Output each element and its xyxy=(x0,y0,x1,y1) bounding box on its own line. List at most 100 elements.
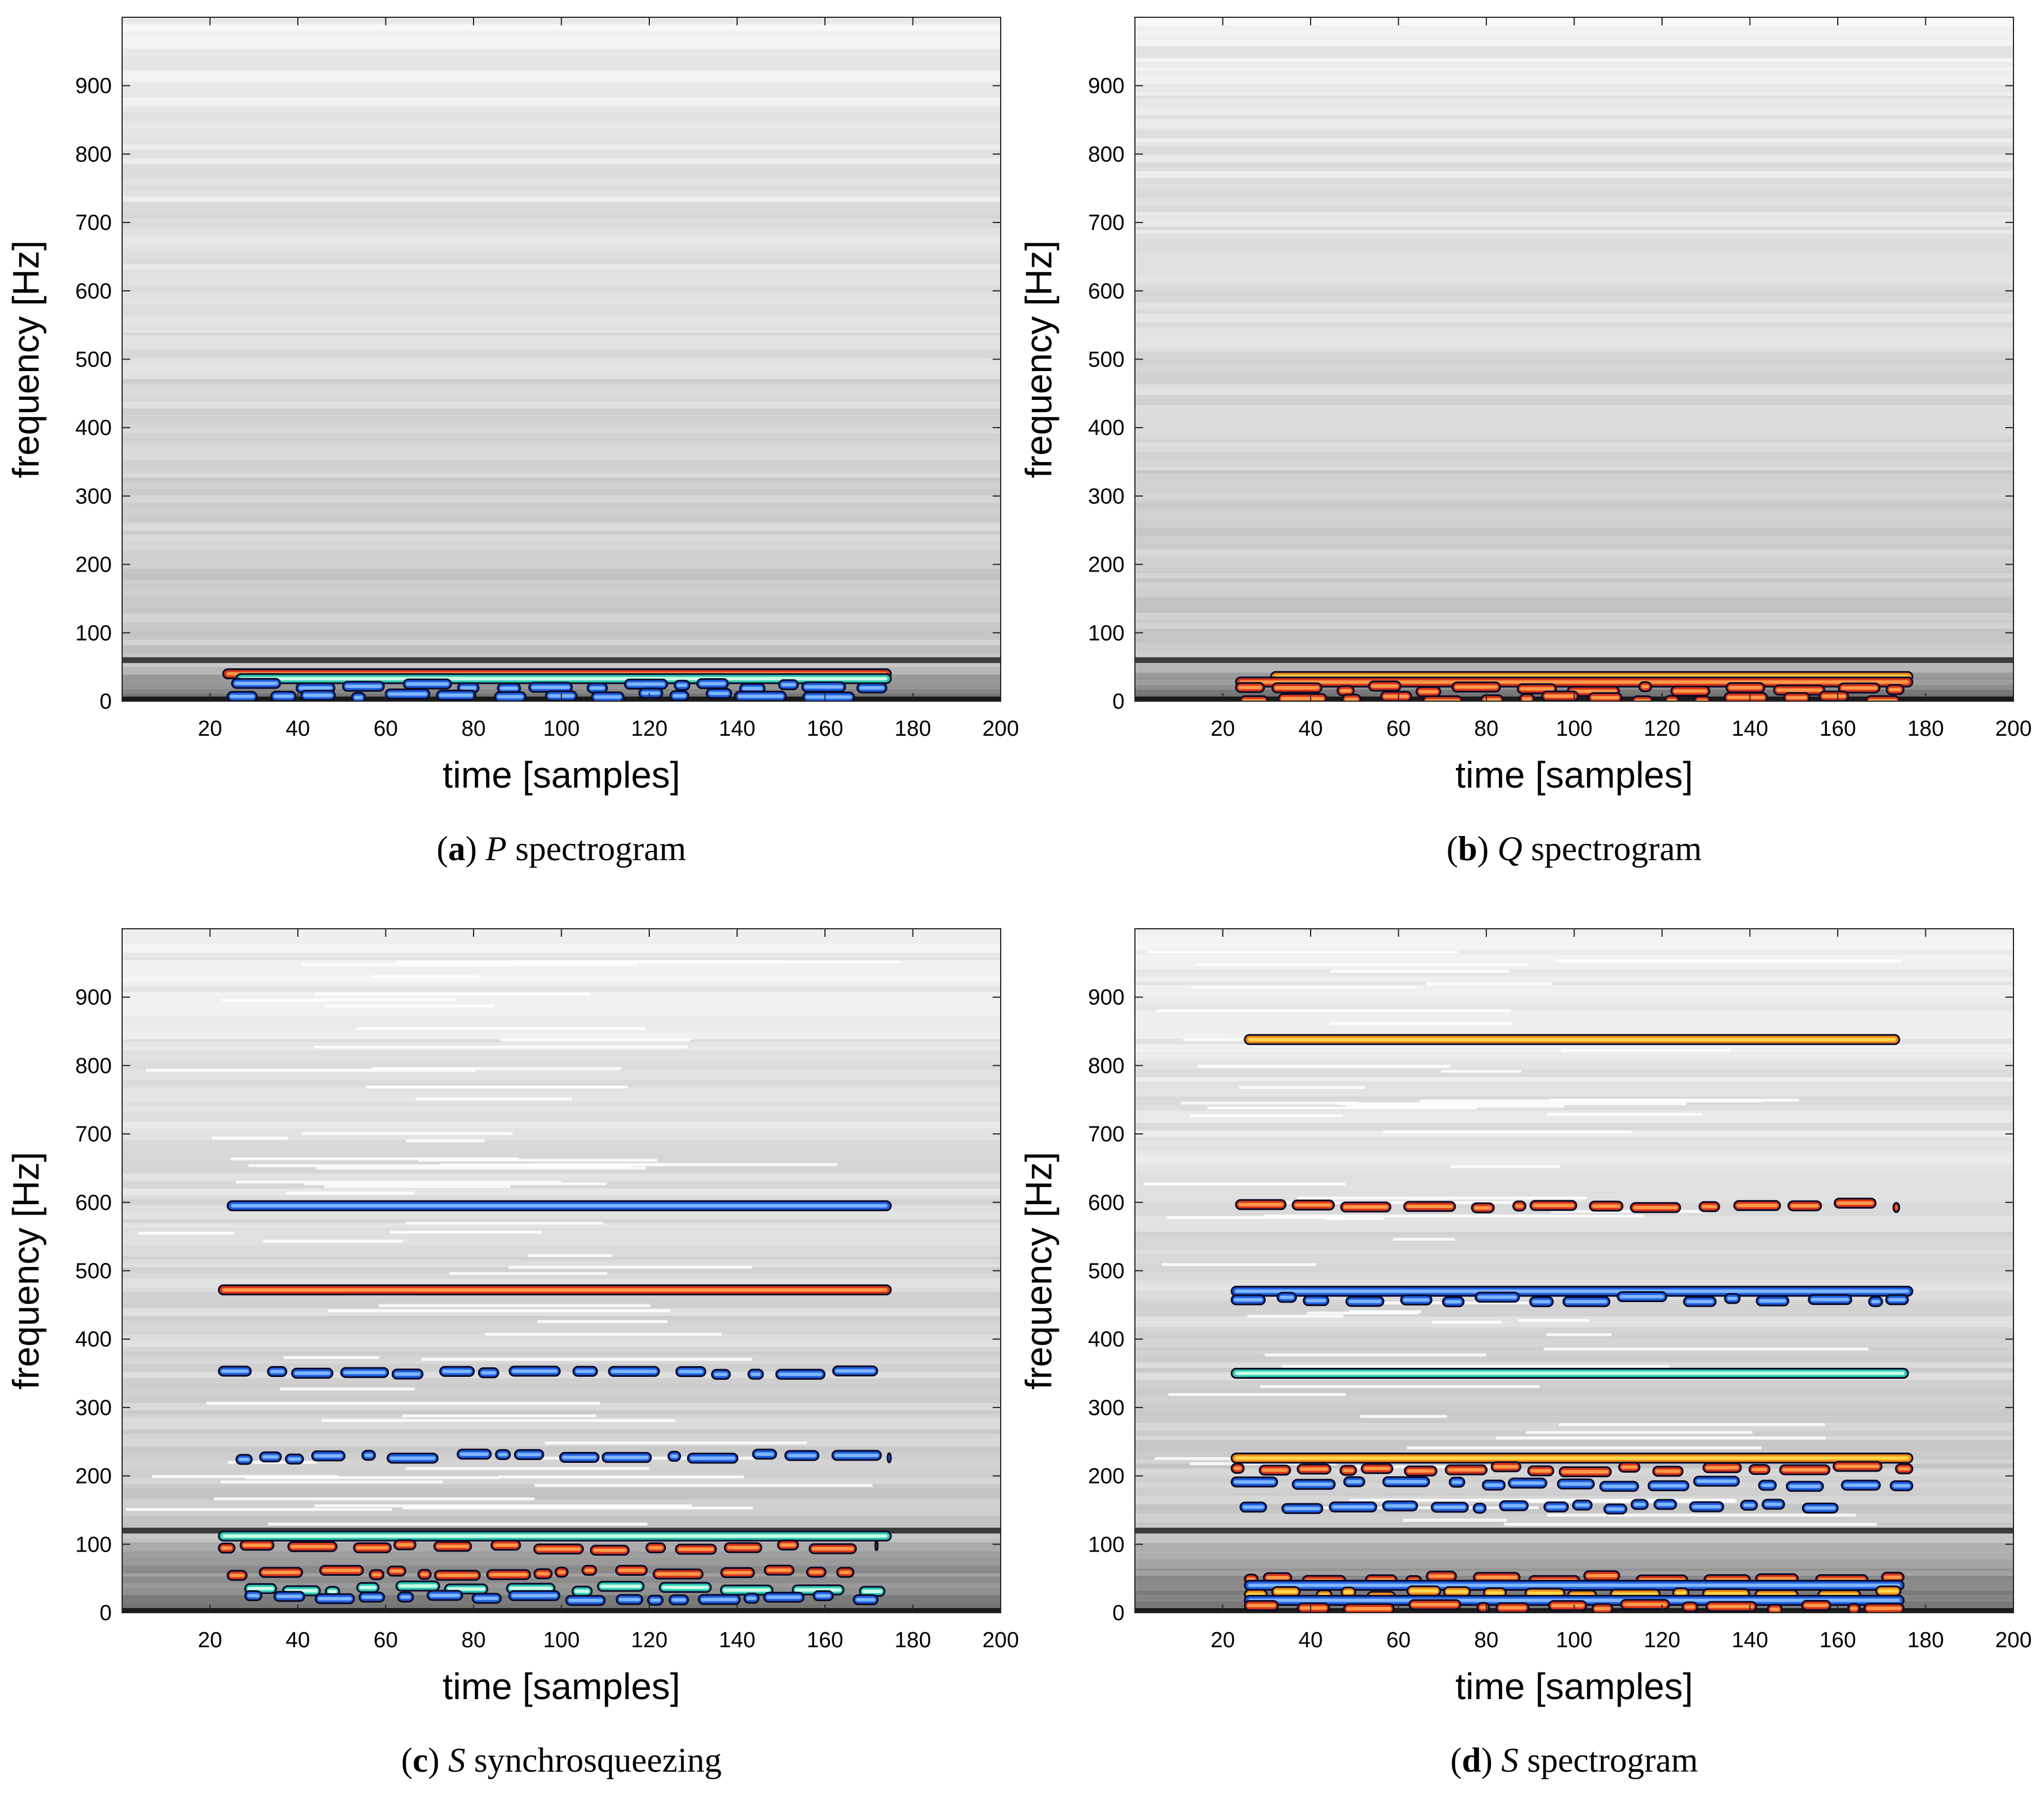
ridge-segment-core-d-13 xyxy=(1594,1607,1611,1611)
ridge-segment-core-d-3 xyxy=(1280,1295,1294,1299)
ridge-segment-core-d-1 xyxy=(1343,1205,1388,1209)
ridge-segment-core-c-6 xyxy=(372,1572,381,1576)
ridge-segment-c-3 xyxy=(887,1452,892,1463)
ridge-segment-core-c-2 xyxy=(442,1370,472,1374)
ridge-segment-core-c-2 xyxy=(835,1369,875,1373)
x-axis-label: time [samples] xyxy=(1455,754,1693,796)
caption-symbol: P xyxy=(485,830,507,868)
x-tick-label: 120 xyxy=(1644,1628,1680,1652)
ridge-core-c-4 xyxy=(222,1534,888,1538)
ridge-segment-core-a-3 xyxy=(805,695,852,699)
ridge-segment-core-d-6 xyxy=(1342,1469,1354,1473)
x-tick-label: 100 xyxy=(1556,717,1592,741)
ridge-segment-core-c-3 xyxy=(787,1454,816,1458)
ridge-segment-core-d-1 xyxy=(1736,1204,1778,1208)
ridge-segment-core-c-2 xyxy=(395,1372,421,1376)
ridge-segment-core-d-1 xyxy=(1294,1203,1332,1207)
ridge-segment-core-d-6 xyxy=(1262,1468,1288,1472)
x-tick-label: 160 xyxy=(807,1628,843,1652)
ridge-segment-core-a-3 xyxy=(641,691,660,695)
panel-a: 20 40 60 80 100 120 140 160 180 200 0 100 200 300 400 5… xyxy=(5,17,1019,868)
y-tick-label: 500 xyxy=(1088,1259,1125,1284)
ridge-segment-core-d-6 xyxy=(1562,1470,1609,1474)
ridge-core-d-5 xyxy=(1235,1456,1909,1460)
ridge-segment-core-d-7 xyxy=(1233,1480,1275,1484)
ridge-segment-core-b-3 xyxy=(1667,698,1677,701)
y-tick-label: 200 xyxy=(1088,1465,1125,1489)
ridge-segment-core-c-7 xyxy=(600,1584,642,1588)
ridge-segment-core-d-6 xyxy=(1751,1467,1767,1472)
x-tick-label: 40 xyxy=(286,717,310,741)
caption-symbol: Q xyxy=(1497,830,1522,868)
ridge-segment-core-b-3 xyxy=(1383,694,1409,698)
ridge-segment-core-c-7 xyxy=(509,1586,552,1590)
ridge-segment-core-c-6 xyxy=(322,1568,361,1572)
ridge-segment-core-d-6 xyxy=(1364,1466,1391,1470)
y-tick-label: 500 xyxy=(1088,348,1125,372)
ridge-segment-core-d-13 xyxy=(1770,1607,1780,1612)
ridge-segment-core-d-3 xyxy=(1565,1300,1607,1304)
ridge-segment-core-d-13 xyxy=(1479,1605,1487,1609)
ridge-segment-core-a-3 xyxy=(354,695,363,699)
ridge-segment-core-d-11 xyxy=(1527,1591,1562,1595)
ridge-segment-core-d-8 xyxy=(1805,1506,1835,1510)
ridge-segment-core-c-5 xyxy=(290,1545,335,1549)
y-axis-label: frequency [Hz] xyxy=(5,1152,47,1390)
ridge-segment-core-d-7 xyxy=(1294,1482,1333,1486)
ridge-segment-core-b-3 xyxy=(1345,697,1358,701)
x-tick-label: 160 xyxy=(807,717,843,741)
caption-space xyxy=(507,830,516,868)
y-tick-label: 200 xyxy=(75,1465,112,1489)
ridge-segment-core-b-2 xyxy=(1238,686,1262,690)
ridge-segment-core-d-1 xyxy=(1406,1205,1453,1209)
ridge-segment-core-c-5 xyxy=(396,1543,414,1547)
caption-text: synchrosqueezing xyxy=(474,1741,722,1779)
y-tick-label: 800 xyxy=(75,1054,112,1078)
ridge-segment-core-d-11 xyxy=(1486,1591,1504,1595)
x-tick-label: 140 xyxy=(1732,717,1768,741)
panel-b: 20 40 60 80 100 120 140 160 180 200 0 100 200 300 400 5… xyxy=(1018,17,2032,868)
ridge-segment-core-c-5 xyxy=(243,1544,271,1548)
ridge-segment-core-c-3 xyxy=(690,1456,736,1460)
ridge-segment-core-b-3 xyxy=(1822,694,1846,698)
ridge-segment-core-c-7 xyxy=(574,1589,590,1593)
ridge-segment-core-c-7 xyxy=(723,1588,770,1592)
ridge-segment-core-d-3 xyxy=(1727,1296,1738,1300)
ridge-segment-core-c-7 xyxy=(359,1586,377,1590)
ridge-segment-core-d-9 xyxy=(1266,1576,1289,1580)
y-tick-label: 500 xyxy=(75,1259,112,1284)
y-tick-label: 900 xyxy=(75,986,112,1010)
ridge-core-d-4 xyxy=(1235,1371,1905,1375)
ridge-segment-core-b-2 xyxy=(1888,687,1902,691)
ridge-segment-core-b-2 xyxy=(1455,685,1498,689)
x-axis-label: time [samples] xyxy=(442,754,680,796)
ridge-segment-core-d-3 xyxy=(1305,1299,1326,1303)
ridge-segment-core-c-6 xyxy=(584,1568,594,1572)
caption-letter: a xyxy=(448,830,465,868)
ridge-segment-core-d-8 xyxy=(1606,1507,1625,1511)
x-tick-label: 180 xyxy=(895,717,931,741)
ridge-segment-core-d-13 xyxy=(1247,1603,1276,1607)
ridge-segment-core-d-7 xyxy=(1761,1483,1774,1487)
ridge-segment-core-c-8 xyxy=(277,1594,302,1598)
ridge-segment-core-c-3 xyxy=(262,1455,279,1459)
y-tick-label: 400 xyxy=(1088,1327,1125,1352)
x-tick-label: 60 xyxy=(1386,717,1410,741)
ridge-segment-core-d-9 xyxy=(1884,1575,1902,1579)
ridge-segment-core-c-2 xyxy=(221,1369,249,1373)
ridge-segment-core-a-3 xyxy=(594,695,622,699)
x-tick-label: 180 xyxy=(1907,1628,1944,1652)
x-tick-label: 60 xyxy=(373,1628,398,1652)
ridge-segment-core-b-2 xyxy=(1841,686,1878,690)
y-tick-label: 0 xyxy=(1112,690,1125,714)
x-tick-label: 20 xyxy=(198,717,222,741)
ridge-segment-core-a-2 xyxy=(742,686,763,690)
ridge-segment-core-c-2 xyxy=(778,1372,823,1376)
y-tick-label: 800 xyxy=(1088,142,1125,167)
ridge-segment-core-d-13 xyxy=(1804,1603,1829,1607)
y-axis-label: frequency [Hz] xyxy=(5,240,47,478)
ridge-segment-core-c-8 xyxy=(430,1593,460,1597)
ridge-segment-core-d-9 xyxy=(1429,1574,1454,1578)
ridge-segment-core-d-1 xyxy=(1592,1204,1621,1208)
ridge-segment-core-d-8 xyxy=(1765,1502,1782,1506)
